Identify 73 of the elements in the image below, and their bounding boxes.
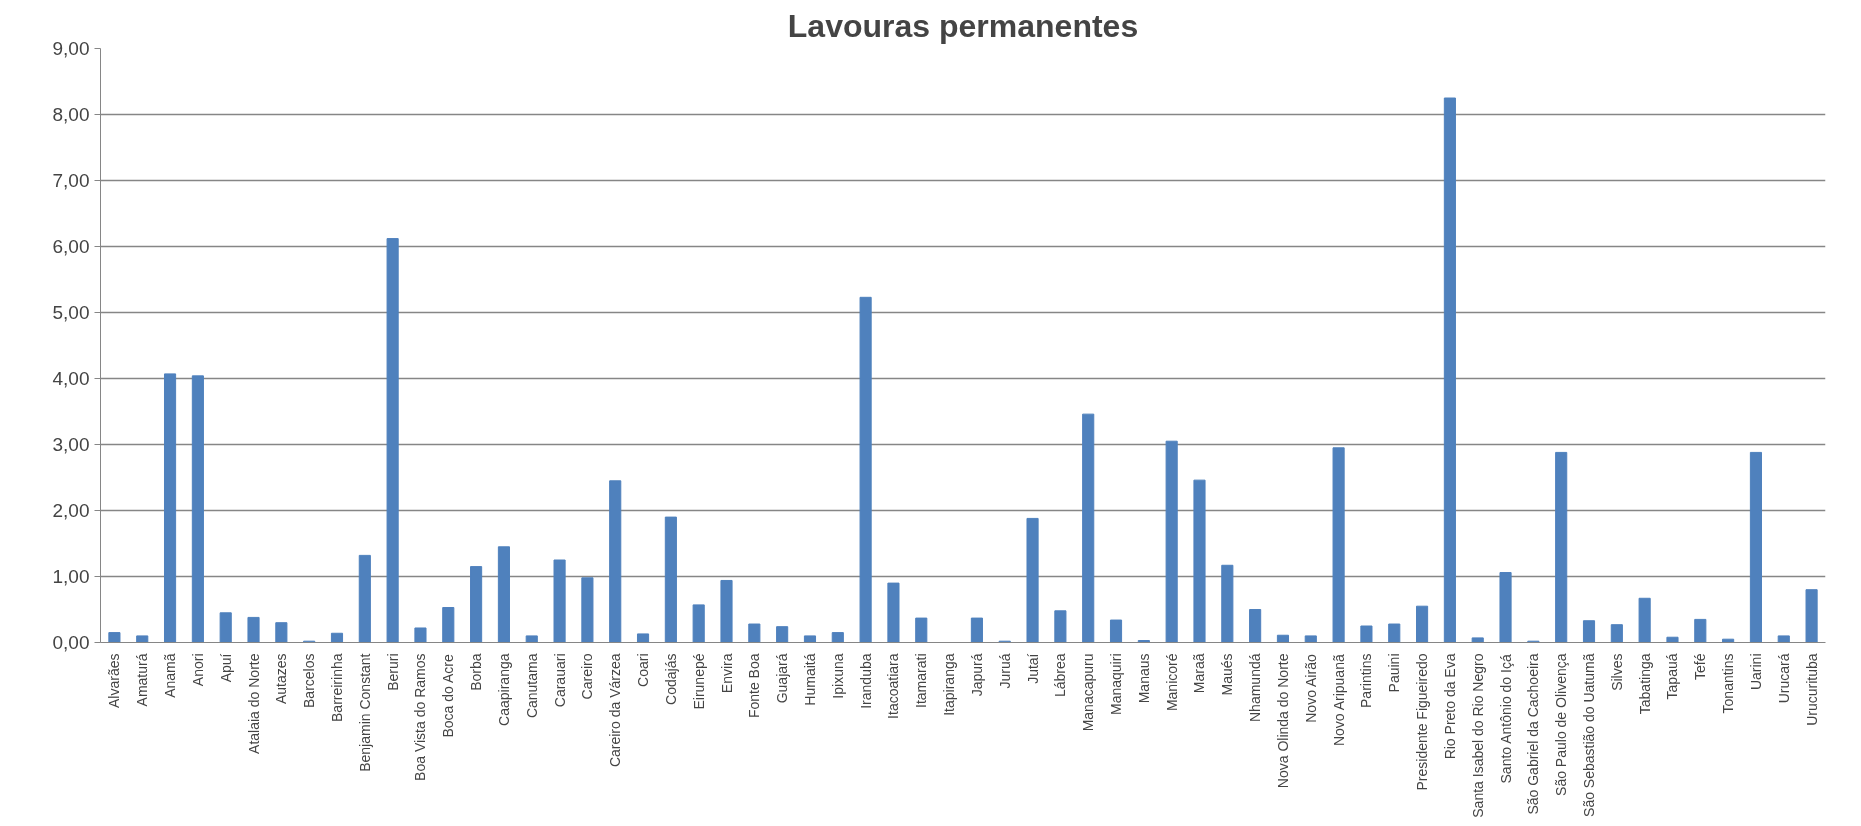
y-tick-label: 4,00 [52, 368, 90, 389]
x-tick-label: Canutama [523, 653, 540, 719]
y-tick-label: 0,00 [52, 632, 90, 653]
x-tick-label: Nhamundá [1247, 653, 1264, 722]
x-tick-label: Santa Isabel do Rio Negro [1469, 653, 1486, 818]
x-tick-label: Jutaí [1024, 653, 1041, 684]
x-tick-label: Itacoatiara [885, 653, 902, 719]
x-tick-label: Itapiranga [941, 653, 958, 716]
x-tick-label: Rio Preto da Eva [1441, 653, 1458, 760]
x-tick-label: Urucará [1775, 653, 1792, 704]
x-tick-label: Careiro [579, 653, 596, 700]
x-tick-label: Uarini [1747, 653, 1764, 691]
x-tick-label: Novo Airão [1302, 654, 1319, 723]
y-tick-label: 5,00 [52, 302, 90, 323]
x-tick-label: Santo Antônio do Içá [1497, 654, 1514, 784]
y-tick-label: 3,00 [52, 434, 90, 455]
x-tick-label: Manaquiri [1108, 653, 1125, 715]
x-tick-label: Coari [635, 653, 652, 687]
x-tick-label: Anamã [162, 653, 179, 698]
x-tick-label: Tabatinga [1636, 653, 1653, 715]
x-tick-label: Maraã [1191, 653, 1208, 694]
x-tick-label: Silves [1608, 653, 1625, 691]
x-tick-label: Parintins [1358, 653, 1375, 708]
x-tick-label: Itamarati [913, 653, 930, 708]
y-tick-label: 2,00 [52, 500, 90, 521]
x-tick-label: Borba [468, 653, 485, 691]
x-tick-label: Benjamin Constant [356, 653, 373, 772]
x-tick-label: Tapauá [1664, 653, 1681, 700]
x-tick-label: Tefé [1692, 653, 1709, 680]
x-tick-label: Beruri [384, 653, 401, 691]
x-tick-label: Boca do Acre [440, 654, 457, 738]
x-tick-label: São Paulo de Olivença [1553, 653, 1570, 796]
x-tick-label: Humaitá [801, 653, 818, 706]
y-tick-label: 8,00 [52, 104, 90, 125]
x-tick-label: Careiro da Várzea [607, 653, 624, 768]
x-tick-label: Atalaia do Norte [245, 653, 262, 754]
x-tick-label: Autazes [273, 653, 290, 705]
x-tick-label: São Sebastião do Uatumã [1581, 653, 1598, 817]
x-tick-label: Caapiranga [495, 653, 512, 726]
x-tick-label: Anori [189, 653, 206, 687]
x-tick-label: Iranduba [857, 653, 874, 709]
x-tick-label: Carauari [551, 653, 568, 708]
x-tick-label: Nova Olinda do Norte [1274, 653, 1291, 789]
x-tick-label: Apuí [217, 653, 234, 683]
x-tick-label: Manaus [1135, 653, 1152, 704]
x-tick-label: Ipixuna [829, 653, 846, 699]
x-tick-label: São Gabriel da Cachoeira [1525, 653, 1542, 815]
x-tick-label: Boa Vista do Ramos [412, 653, 429, 781]
x-tick-label: Codajás [662, 653, 679, 705]
x-tick-label: Barreirinha [328, 653, 345, 722]
x-tick-label: Japurá [968, 653, 985, 697]
y-tick-label: 6,00 [52, 236, 90, 257]
x-tick-label: Barcelos [301, 653, 318, 708]
x-tick-label: Alvarães [106, 653, 123, 708]
x-tick-label: Eirunepé [690, 653, 707, 710]
x-tick-label: Maués [1219, 653, 1236, 696]
x-tick-label: Urucurituba [1803, 653, 1820, 726]
x-tick-label: Amaturá [134, 653, 151, 707]
x-tick-label: Juruá [996, 653, 1013, 689]
x-tick-label: Envira [718, 653, 735, 694]
y-tick-label: 9,00 [52, 38, 90, 59]
x-tick-label: Fonte Boa [746, 653, 763, 719]
x-tick-label: Manicoré [1163, 653, 1180, 712]
x-tick-label: Presidente Figueiredo [1414, 653, 1431, 791]
chart-title: Lavouras permanentes [787, 7, 1139, 44]
x-tick-label: Lábrea [1052, 653, 1069, 698]
x-tick-label: Manacapuru [1080, 653, 1097, 732]
x-tick-label: Tonantins [1720, 653, 1737, 714]
y-tick-label: 7,00 [52, 170, 90, 191]
x-tick-label: Guajará [774, 653, 791, 704]
x-tick-label: Pauini [1386, 653, 1403, 693]
y-tick-label: 1,00 [52, 566, 90, 587]
x-tick-label: Novo Aripuanã [1330, 654, 1347, 747]
